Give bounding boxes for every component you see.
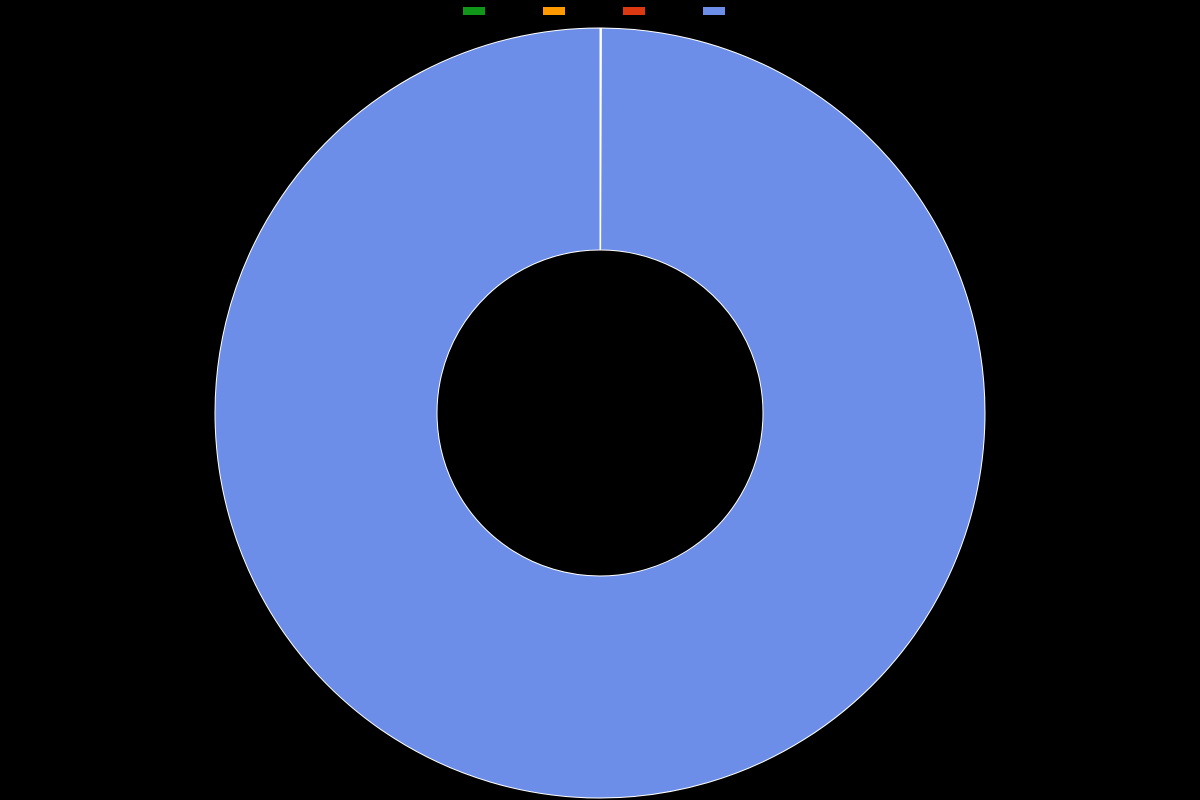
donut-slice-3[interactable]	[215, 28, 985, 798]
donut-chart	[0, 0, 1200, 800]
chart-container	[0, 0, 1200, 800]
